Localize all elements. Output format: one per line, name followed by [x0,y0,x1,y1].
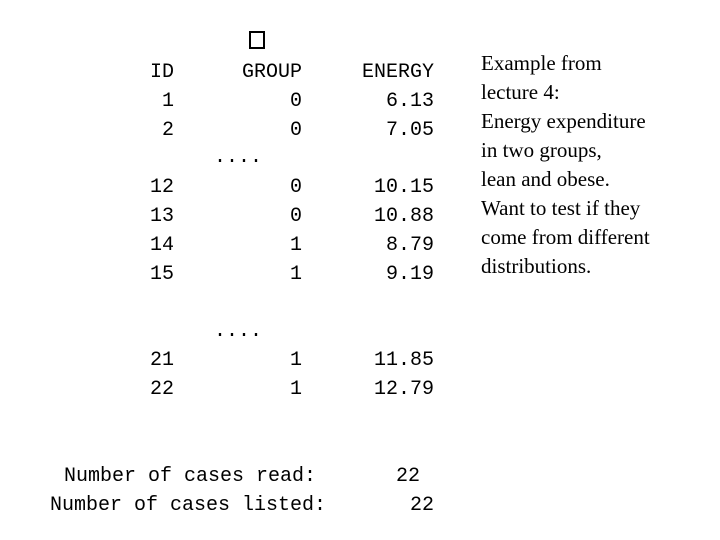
row-energy: 10.15 [373,176,434,199]
ellipsis: .... [214,146,263,169]
note-line: Energy expenditure [481,109,646,133]
row-id: 14 [149,234,174,257]
header-id: ID [149,61,174,84]
note-line: lean and obese. [481,167,610,191]
cases-read-value: 22 [396,465,421,488]
row-energy: 9.19 [385,263,434,286]
header-energy: ENERGY [361,61,434,84]
row-id: 2 [161,119,174,142]
row-energy: 12.79 [373,378,434,401]
row-group: 1 [289,263,302,286]
note-line: Want to test if they [481,196,641,220]
row-id: 1 [161,90,174,113]
row-energy: 6.13 [385,90,434,113]
note-line: Example from [481,51,602,75]
row-id: 21 [149,349,174,372]
note-line: in two groups, [481,138,602,162]
row-group: 1 [289,378,302,401]
row-id: 13 [149,205,174,228]
row-group: 1 [289,349,302,372]
row-id: 15 [149,263,174,286]
header-group: GROUP [241,61,302,84]
note-line: lecture 4: [481,80,560,104]
row-energy: 7.05 [385,119,434,142]
row-group: 0 [289,176,302,199]
row-energy: 8.79 [385,234,434,257]
ellipsis: .... [214,320,263,343]
note-line: distributions. [481,254,592,278]
row-group: 0 [289,119,302,142]
row-group: 0 [289,90,302,113]
note-line: come from different [481,225,650,249]
row-energy: 11.85 [373,349,434,372]
missing-glyph-icon [249,31,265,49]
cases-listed-value: 22 [410,494,435,517]
cases-read-label: Number of cases read: [64,465,317,488]
row-energy: 10.88 [373,205,434,228]
cases-listed-label: Number of cases listed: [50,494,327,517]
row-id: 22 [149,378,174,401]
row-id: 12 [149,176,174,199]
row-group: 0 [289,205,302,228]
row-group: 1 [289,234,302,257]
